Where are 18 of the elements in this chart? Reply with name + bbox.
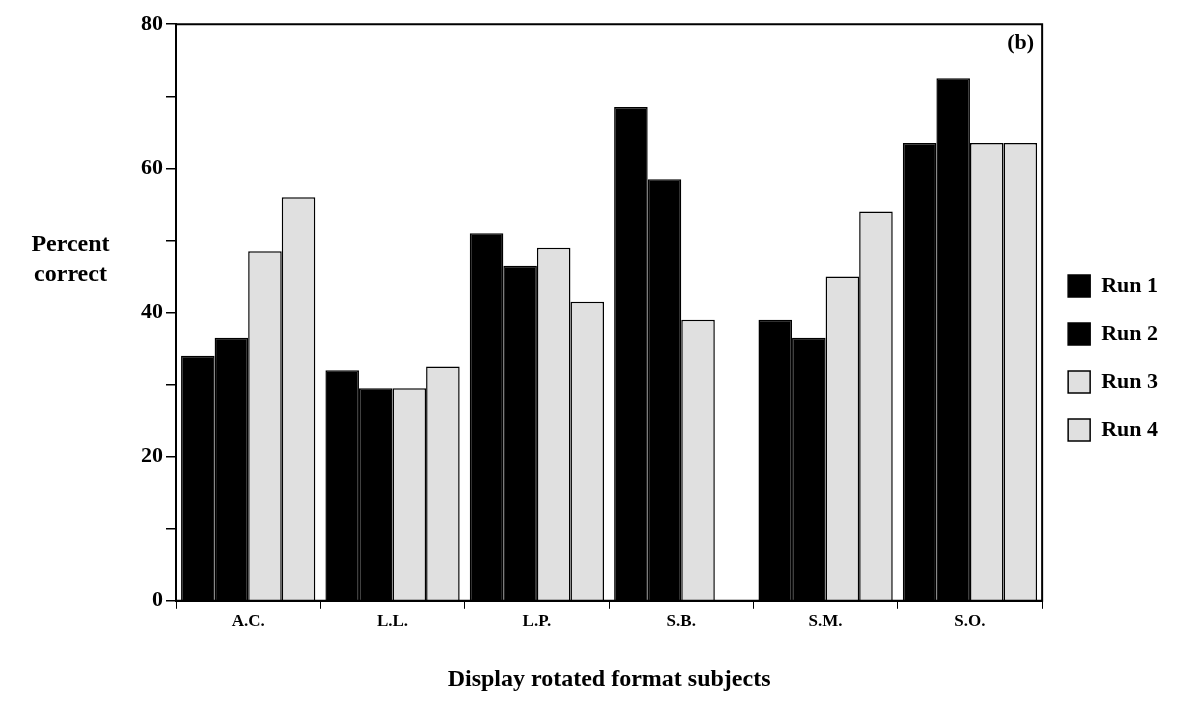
y-tick-label: 80 <box>141 9 163 35</box>
annotation: (b) <box>1007 28 1035 54</box>
legend-label: Run 4 <box>1101 415 1158 441</box>
y-tick-label: 40 <box>141 298 163 324</box>
legend-label: Run 3 <box>1101 367 1158 393</box>
x-tick-label: S.B. <box>666 611 696 631</box>
y-axis-title: Percent correct <box>30 229 111 288</box>
x-tick-label: S.O. <box>954 611 986 631</box>
legend-label: Run 1 <box>1101 271 1158 297</box>
x-tick-label: A.C. <box>231 611 265 631</box>
y-tick-label: 20 <box>141 442 163 468</box>
x-tick-label: S.M. <box>808 611 843 631</box>
legend-label: Run 2 <box>1101 319 1158 345</box>
x-tick-label: L.L. <box>376 611 409 631</box>
y-tick-label: 0 <box>152 586 163 612</box>
x-axis-title: Display rotated format subjects <box>447 664 771 691</box>
y-tick-label: 60 <box>141 154 163 180</box>
x-tick-label: L.P. <box>522 611 552 631</box>
